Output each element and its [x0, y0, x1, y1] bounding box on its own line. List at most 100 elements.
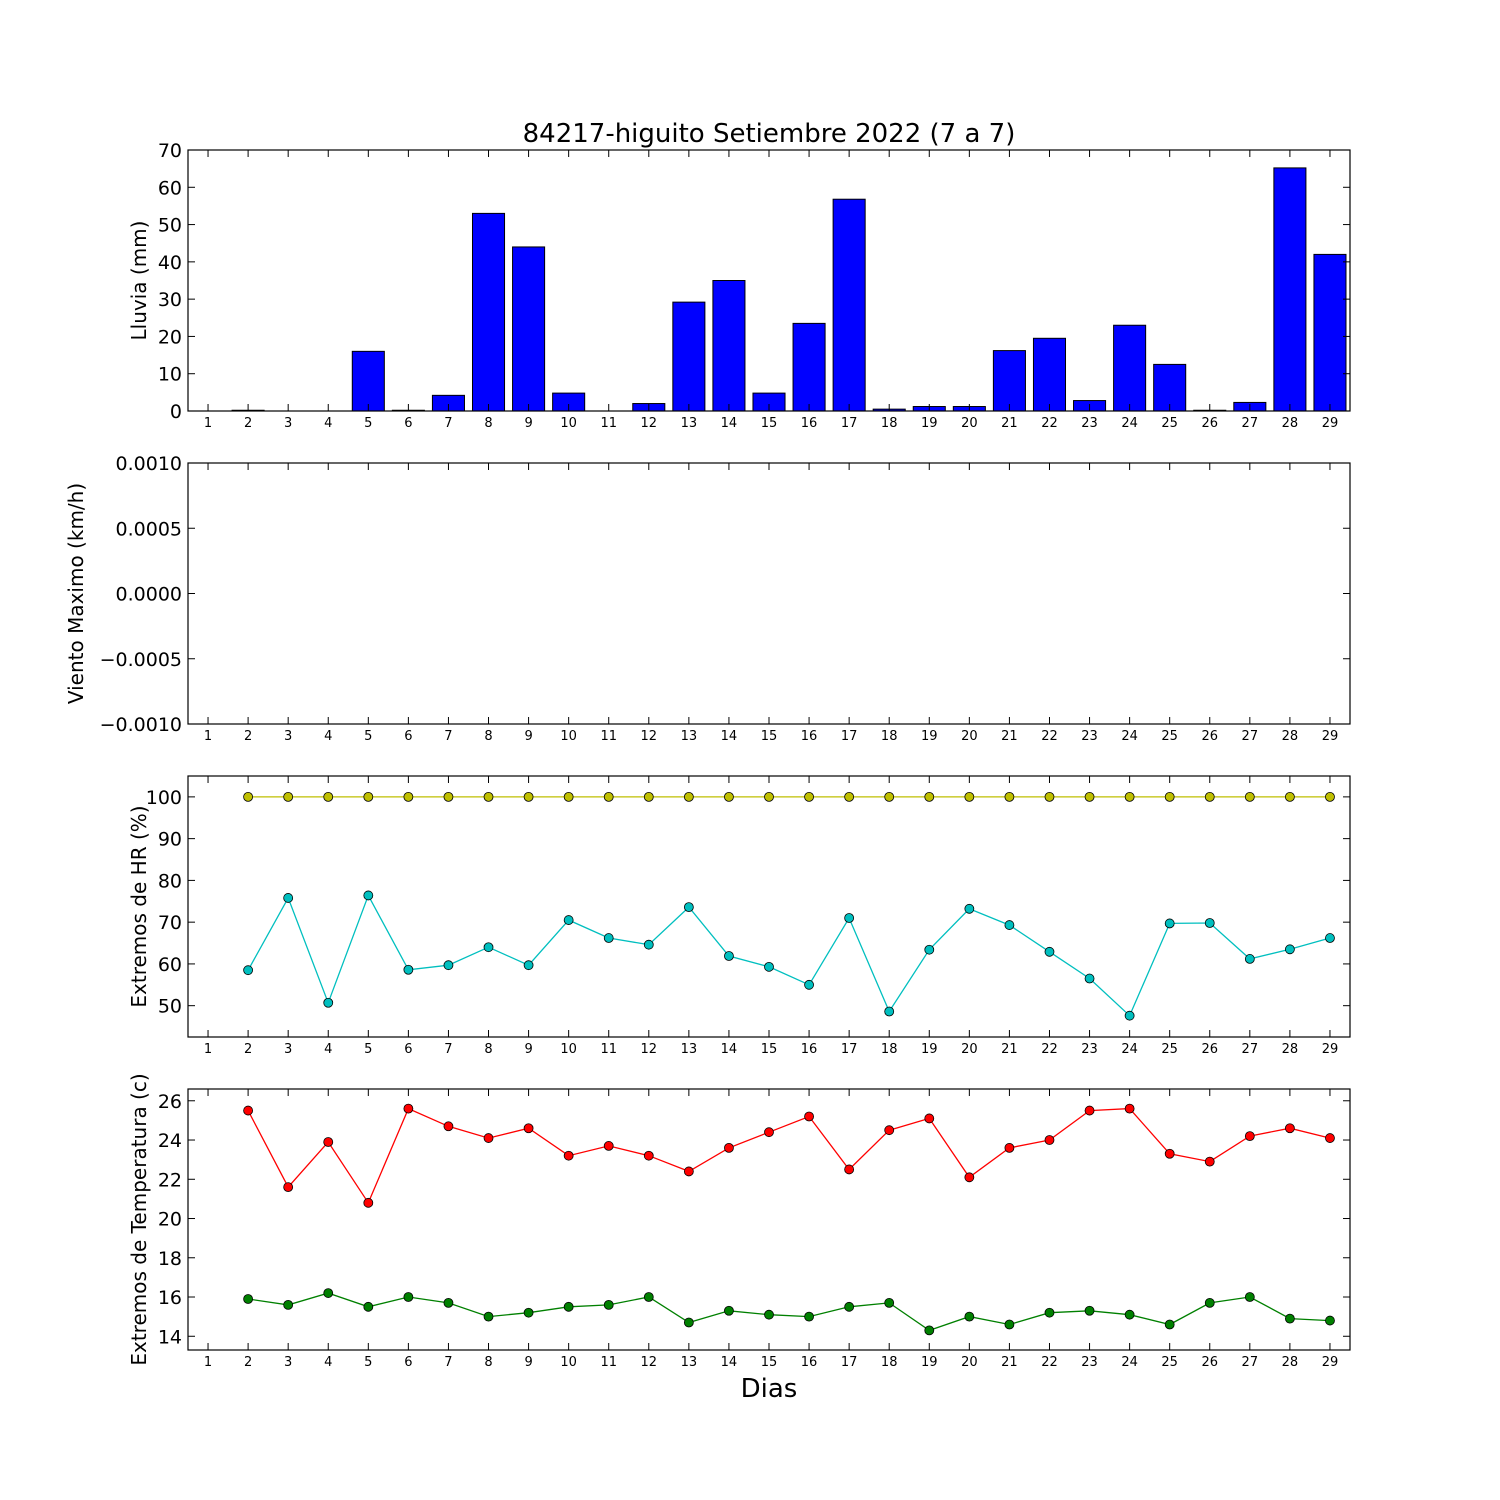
series-1-point-day-13 [683, 1166, 694, 1177]
x-tick-label: 13 [681, 416, 698, 431]
y-axis-label: Extremos de HR (%) [127, 805, 151, 1007]
x-tick-label: 23 [1081, 416, 1098, 431]
series-2-point-day-4 [323, 1288, 334, 1298]
series-2-point-day-26 [1204, 918, 1215, 928]
x-tick-label: 10 [560, 729, 577, 744]
x-tick-label: 19 [921, 416, 938, 431]
bar-day-17 [832, 198, 866, 412]
series-2-point-day-21 [1004, 920, 1015, 930]
x-tick-label: 2 [244, 1355, 252, 1370]
y-tick-label: 90 [158, 829, 182, 851]
x-tick-label: 13 [681, 1355, 698, 1370]
series-1-point-day-19 [924, 1113, 935, 1124]
x-tick-label: 26 [1201, 416, 1218, 431]
x-tick-label: 7 [444, 416, 452, 431]
x-tick-label: 16 [801, 1042, 818, 1057]
x-tick-label: 9 [524, 1355, 532, 1370]
x-tick-label: 11 [600, 729, 617, 744]
x-tick-label: 24 [1121, 729, 1138, 744]
series-2-point-day-20 [964, 1311, 975, 1322]
y-axis-label: Lluvia (mm) [127, 221, 151, 341]
series-1-point-day-20 [964, 1172, 975, 1183]
series-2-point-day-6 [403, 1292, 414, 1302]
series-2-point-day-4 [323, 997, 334, 1008]
series-1-line [247, 1107, 1331, 1205]
x-tick-label: 5 [364, 416, 372, 431]
x-tick-label: 4 [324, 416, 332, 431]
y-tick-label: 10 [158, 364, 182, 386]
x-tick-label: 9 [524, 729, 532, 744]
series-1-point-day-16 [804, 791, 814, 802]
series-2-point-day-7 [443, 1298, 454, 1308]
x-tick-label: 5 [364, 1355, 372, 1370]
series-1-point-day-23 [1084, 791, 1095, 802]
series-1-point-day-27 [1244, 1131, 1255, 1141]
x-tick-label: 21 [1001, 416, 1018, 431]
axes-frame [187, 775, 1351, 1038]
x-tick-label: 29 [1322, 1355, 1339, 1370]
x-tick-label: 28 [1282, 416, 1299, 431]
series-1-point-day-26 [1204, 1156, 1215, 1167]
x-tick-label: 3 [284, 1355, 292, 1370]
series-2-point-day-14 [724, 1305, 734, 1316]
x-tick-label: 22 [1041, 416, 1058, 431]
x-tick-label: 10 [560, 1355, 577, 1370]
series-1-point-day-8 [483, 791, 494, 802]
x-tick-label: 18 [881, 1355, 898, 1370]
x-tick-label: 12 [641, 729, 658, 744]
x-tick-label: 27 [1242, 1042, 1259, 1057]
x-tick-label: 1 [204, 729, 212, 744]
series-2-point-day-13 [683, 1317, 694, 1328]
series-2-point-day-15 [764, 1309, 774, 1320]
x-tick-label: 24 [1121, 1355, 1138, 1370]
series-2-point-day-22 [1044, 946, 1055, 957]
series-1-point-day-10 [563, 791, 574, 802]
x-tick-label: 11 [600, 1042, 617, 1057]
series-1-point-day-11 [603, 1141, 614, 1151]
series-2-point-day-3 [283, 893, 294, 903]
series-2-line [248, 1292, 1331, 1332]
series-2-point-day-19 [924, 1325, 935, 1336]
series-1-point-day-11 [603, 791, 614, 802]
series-1-point-day-17 [844, 791, 855, 802]
x-tick-label: 11 [600, 416, 617, 431]
series-1-point-day-28 [1284, 1123, 1295, 1134]
series-2-point-day-16 [804, 979, 814, 990]
chart-title: 84217-higuito Setiembre 2022 (7 a 7) [523, 119, 1016, 149]
y-tick-label: 60 [158, 177, 182, 199]
bar-day-13 [672, 301, 706, 412]
x-tick-label: 17 [841, 1042, 858, 1057]
series-2-point-day-16 [804, 1311, 814, 1322]
x-tick-label: 2 [244, 416, 252, 431]
x-tick-label: 18 [881, 416, 898, 431]
x-tick-label: 28 [1282, 1355, 1299, 1370]
x-tick-label: 17 [841, 729, 858, 744]
x-tick-label: 17 [841, 416, 858, 431]
x-tick-label: 10 [560, 416, 577, 431]
series-2-point-day-27 [1244, 1292, 1255, 1302]
y-tick-label: 100 [146, 787, 182, 809]
x-tick-label: 19 [921, 1355, 938, 1370]
series-1-point-day-29 [1325, 1133, 1335, 1143]
series-2-point-day-29 [1325, 1315, 1335, 1326]
bar-day-8 [471, 212, 506, 412]
y-tick-label: −0.0010 [100, 714, 182, 736]
y-tick-label: 20 [158, 326, 182, 348]
x-tick-label: 4 [324, 1355, 332, 1370]
series-2-point-day-5 [363, 1301, 374, 1312]
series-1-point-day-25 [1164, 791, 1175, 802]
series-2-point-day-27 [1244, 954, 1255, 964]
series-2-point-day-11 [603, 1299, 614, 1310]
series-1-point-day-2 [243, 791, 254, 802]
series-2-point-day-13 [683, 902, 694, 913]
series-1-point-day-9 [523, 1123, 534, 1134]
x-tick-label: 8 [484, 416, 492, 431]
x-tick-label: 7 [444, 1355, 452, 1370]
series-2-point-day-11 [603, 933, 614, 943]
x-tick-label: 9 [524, 416, 532, 431]
y-tick-label: 0.0000 [116, 584, 182, 606]
x-tick-label: 4 [324, 1042, 332, 1057]
series-1-point-day-12 [643, 1150, 654, 1161]
series-2-point-day-8 [483, 942, 494, 953]
